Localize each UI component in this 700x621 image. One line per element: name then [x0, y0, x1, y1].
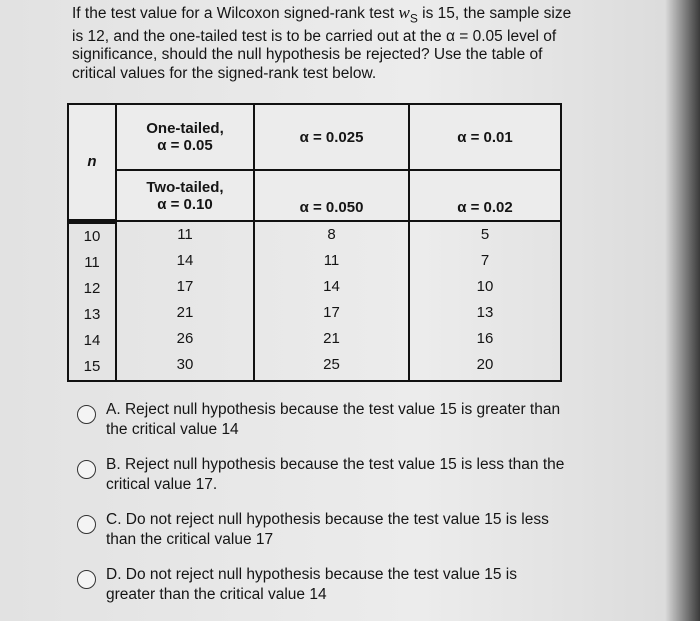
header-two-tailed-0050: α = 0.050: [253, 169, 410, 222]
option-label: D. Do not reject null hypothesis because…: [106, 566, 517, 603]
header-row-two-tailed: Two-tailed, α = 0.10 α = 0.050 α = 0.02: [68, 169, 562, 222]
col-0025-values: 8 11 14 17 21 25: [253, 220, 410, 382]
option-b[interactable]: B. Reject null hypothesis because the te…: [70, 455, 570, 495]
radio-icon[interactable]: [77, 570, 96, 589]
n-values: 10 11 12 13 14 15: [67, 218, 117, 382]
test-statistic-var: w: [398, 3, 410, 22]
table-body-row: 10 11 12 13 14 15 11 14 17 21 26 30 8 11…: [67, 218, 562, 382]
header-one-tailed-001: α = 0.01: [408, 103, 562, 171]
header-row-one-tailed: n One-tailed, α = 0.05 α = 0.025 α = 0.01: [67, 103, 562, 222]
option-d[interactable]: D. Do not reject null hypothesis because…: [70, 565, 570, 605]
radio-icon[interactable]: [77, 405, 96, 424]
test-statistic-subscript: S: [409, 11, 418, 26]
header-two-tailed-002: α = 0.02: [408, 169, 562, 222]
one-tailed-label: One-tailed,: [146, 120, 224, 137]
two-tailed-label: Two-tailed,: [146, 178, 224, 196]
question-text: If the test value for a Wilcoxon signed-…: [72, 3, 572, 83]
answer-options: A. Reject null hypothesis because the te…: [70, 400, 570, 620]
option-a[interactable]: A. Reject null hypothesis because the te…: [70, 400, 570, 440]
header-one-tailed-0025: α = 0.025: [253, 103, 410, 171]
question-part: If the test value for a Wilcoxon signed-…: [72, 5, 399, 22]
header-one-tailed-005: One-tailed, α = 0.05: [115, 103, 255, 171]
alpha-label: α = 0.05: [157, 137, 213, 154]
option-label: A. Reject null hypothesis because the te…: [106, 401, 561, 438]
option-c[interactable]: C. Do not reject null hypothesis because…: [70, 510, 570, 550]
n-header: n: [67, 103, 117, 222]
option-label: C. Do not reject null hypothesis because…: [106, 511, 549, 548]
critical-values-table: n One-tailed, α = 0.05 α = 0.025 α = 0.01…: [67, 103, 562, 382]
header-two-tailed-010: Two-tailed, α = 0.10: [115, 169, 255, 222]
alpha-label: α = 0.10: [157, 195, 213, 213]
col-005-values: 11 14 17 21 26 30: [115, 220, 255, 382]
option-label: B. Reject null hypothesis because the te…: [106, 456, 565, 493]
question-part: is 15, the sample size is 12, and the on…: [72, 5, 572, 82]
test-statistic: wS: [398, 3, 418, 26]
col-001-values: 5 7 10 13 16 20: [408, 220, 562, 382]
radio-icon[interactable]: [77, 515, 96, 534]
radio-icon[interactable]: [77, 460, 96, 479]
